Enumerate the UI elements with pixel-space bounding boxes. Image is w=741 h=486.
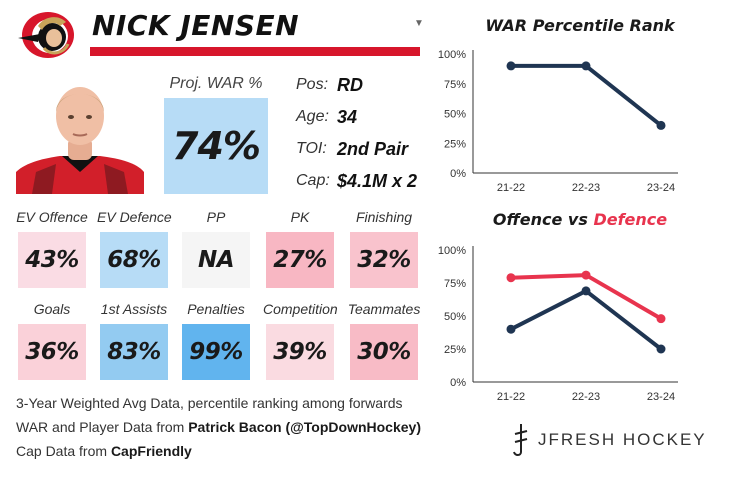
data-point (581, 61, 591, 71)
pos-label: Pos: (296, 76, 329, 93)
jfresh-brand: JFRESH HOCKEY (512, 422, 707, 458)
player-headshot (16, 72, 144, 194)
ovd-chart-title: Offence vs Defence (492, 210, 668, 229)
y-tick-label: 50% (444, 109, 466, 121)
brand-text: JFRESH HOCKEY (538, 430, 707, 449)
stat-value: 36% (18, 324, 86, 380)
senators-logo (18, 12, 74, 58)
stat-value: 43% (18, 232, 86, 288)
x-tick-label: 23-24 (647, 182, 675, 194)
proj-war-value: 74% (164, 98, 268, 194)
proj-war-label: Proj. WAR % (169, 75, 263, 92)
stat-label: 1st Assists (100, 301, 168, 317)
stat-label: EV Defence (97, 209, 172, 225)
stat-label: Penalties (187, 301, 245, 317)
stat-label: Competition (263, 301, 338, 317)
stat-value: 83% (100, 324, 168, 380)
stat-label: Finishing (355, 209, 413, 225)
age-value: 34 (337, 107, 358, 127)
jfresh-logo-icon (513, 424, 528, 456)
pos-value: RD (337, 75, 363, 95)
y-tick-label: 75% (444, 79, 466, 91)
toi-label: TOI: (296, 140, 327, 157)
cap-value: $4.1M x 2 (337, 171, 418, 191)
x-tick-label: 21-22 (497, 182, 525, 194)
stat-value: 99% (182, 324, 250, 380)
stat-label: PP (206, 209, 226, 225)
stat-value: NA (182, 232, 250, 288)
war-chart-title: WAR Percentile Rank (485, 16, 675, 35)
stat-value: 39% (266, 324, 334, 380)
stat-label: Teammates (347, 301, 421, 317)
series-line (511, 63, 663, 127)
footer-cap-source: Cap Data from CapFriendly (16, 443, 192, 459)
y-tick-label: 0% (450, 168, 466, 180)
player-name: NICK JENSEN (92, 9, 300, 42)
stat-value: 30% (350, 324, 418, 380)
caret-down-icon[interactable]: ▼ (414, 18, 424, 29)
stat-label: EV Offence (16, 209, 88, 225)
toi-value: 2nd Pair (337, 139, 409, 159)
name-underline (90, 47, 420, 56)
footer-war-source: WAR and Player Data from Patrick Bacon (… (16, 419, 421, 435)
y-tick-label: 100% (438, 49, 466, 61)
stat-label: Goals (33, 301, 71, 317)
age-label: Age: (296, 108, 329, 125)
data-point (656, 120, 666, 130)
footer-note: 3-Year Weighted Avg Data, percentile ran… (16, 395, 403, 411)
stat-label: PK (290, 209, 310, 225)
stat-value: 27% (266, 232, 334, 288)
y-tick-label: 25% (444, 138, 466, 150)
stat-value: 68% (100, 232, 168, 288)
data-point (506, 61, 516, 71)
cap-label: Cap: (296, 172, 330, 189)
x-tick-label: 22-23 (572, 182, 600, 194)
stat-value: 32% (350, 232, 418, 288)
